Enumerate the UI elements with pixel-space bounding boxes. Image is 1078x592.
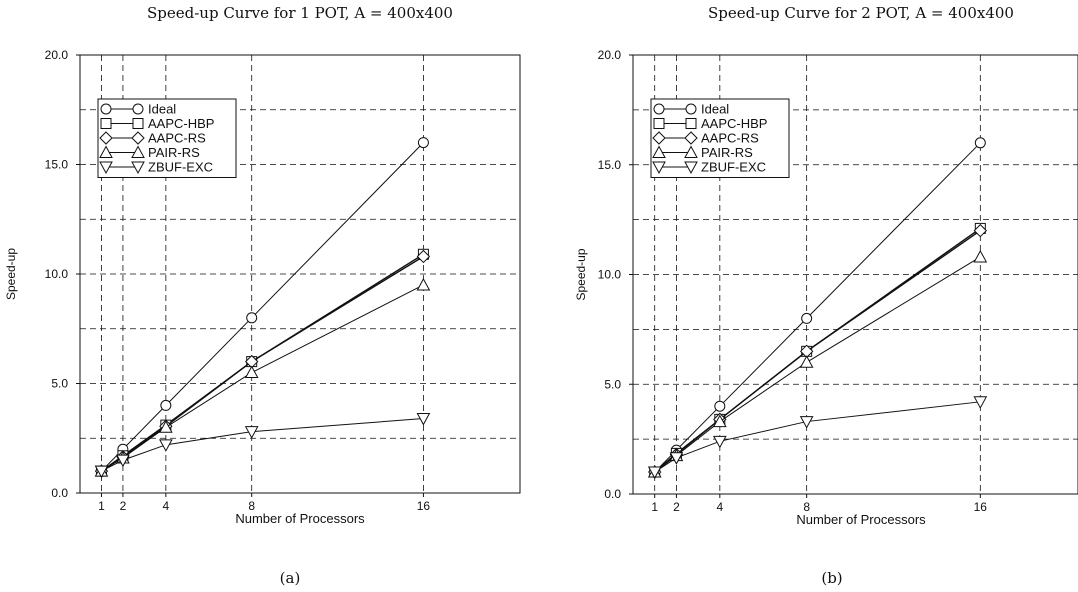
x-tick-label: 16 — [974, 500, 988, 514]
x-axis-label: Number of Processors — [796, 512, 926, 527]
legend-label: PAIR-RS — [701, 145, 753, 160]
legend-marker-right — [132, 103, 144, 115]
data-point-pair-rs — [416, 277, 431, 291]
data-point-zbuf-exc — [712, 435, 727, 449]
chart-panel-0: Speed-up Curve for 1 POT, A = 400x400 0.0… — [4, 4, 521, 587]
legend-marker-left — [653, 103, 665, 115]
legend-marker-left — [652, 161, 666, 175]
data-point-ideal — [714, 400, 726, 412]
x-axis-label: Number of Processors — [235, 511, 365, 526]
y-tick-label: 10.0 — [45, 267, 69, 281]
legend-marker-right — [684, 131, 698, 145]
data-point-ideal — [974, 137, 986, 149]
legend-label: AAPC-RS — [701, 131, 759, 146]
data-point-zbuf-exc — [669, 452, 684, 465]
legend-label: AAPC-HBP — [701, 116, 767, 131]
series-line-aapc-rs — [654, 230, 981, 473]
data-point-pair-rs — [159, 420, 173, 433]
data-point-zbuf-exc — [116, 454, 130, 468]
legend-label: Ideal — [701, 102, 729, 117]
x-tick-label: 8 — [248, 499, 255, 513]
data-point-zbuf-exc — [416, 413, 431, 426]
legend-marker-left — [99, 131, 113, 145]
series-line-pair-rs — [654, 256, 981, 473]
legend-marker-right — [131, 145, 145, 158]
data-point-ideal — [801, 312, 813, 324]
series-line-zbuf-exc — [654, 401, 981, 473]
data-point-ideal — [417, 137, 429, 149]
legend-marker-right — [131, 131, 145, 145]
x-tick-label: 8 — [803, 500, 810, 514]
y-tick-label: 0.0 — [604, 487, 621, 501]
x-tick-label: 2 — [120, 499, 127, 513]
figure-caption: (a) — [280, 569, 301, 587]
data-point-zbuf-exc — [159, 439, 173, 452]
legend-marker-right — [131, 161, 145, 175]
data-point-aapc-rs — [973, 223, 988, 238]
y-tick-label: 20.0 — [598, 48, 622, 62]
series-line-zbuf-exc — [101, 418, 424, 472]
y-tick-label: 5.0 — [604, 377, 621, 391]
series-line-pair-rs — [101, 284, 424, 472]
data-point-ideal — [160, 399, 172, 411]
y-tick-label: 20.0 — [45, 48, 69, 62]
x-tick-label: 16 — [417, 499, 431, 513]
legend-marker-right — [684, 161, 698, 175]
y-tick-label: 10.0 — [598, 268, 622, 282]
x-tick-label: 4 — [163, 499, 170, 513]
x-tick-label: 1 — [98, 499, 105, 513]
legend-marker-left — [99, 145, 113, 158]
y-tick-label: 15.0 — [45, 158, 69, 172]
legend-label: AAPC-HBP — [148, 116, 214, 131]
legend-marker-right — [684, 145, 698, 158]
y-axis-label: Speed-up — [574, 248, 588, 300]
legend-marker-left — [100, 118, 112, 129]
legend-marker-left — [99, 161, 113, 175]
legend-label: ZBUF-EXC — [701, 160, 766, 175]
series-line-ideal — [654, 142, 981, 473]
x-tick-label: 2 — [673, 500, 680, 514]
legend-marker-left — [652, 145, 666, 158]
data-point-pair-rs — [712, 414, 727, 428]
legend-label: Ideal — [148, 102, 176, 117]
legend-label: ZBUF-EXC — [148, 160, 213, 175]
chart-title: Speed-up Curve for 2 POT, A = 400x400 — [708, 4, 1014, 22]
y-tick-label: 5.0 — [51, 377, 68, 391]
legend-marker-right — [685, 118, 697, 129]
legend-marker-left — [653, 118, 665, 129]
x-tick-label: 4 — [716, 500, 723, 514]
y-axis-label: Speed-up — [4, 248, 18, 300]
data-point-zbuf-exc — [799, 416, 814, 429]
data-point-aapc-rs — [416, 249, 431, 264]
data-point-ideal — [246, 312, 258, 324]
data-point-zbuf-exc — [94, 465, 109, 479]
x-tick-label: 1 — [651, 500, 658, 514]
legend-marker-left — [100, 103, 112, 115]
legend-marker-left — [652, 131, 666, 145]
data-point-zbuf-exc — [973, 396, 988, 409]
data-point-pair-rs — [244, 365, 259, 379]
data-point-zbuf-exc — [647, 466, 662, 480]
legend-marker-right — [132, 118, 144, 129]
legend-marker-right — [685, 103, 697, 115]
y-tick-label: 15.0 — [598, 158, 622, 172]
chart-title: Speed-up Curve for 1 POT, A = 400x400 — [147, 4, 453, 22]
data-point-pair-rs — [799, 355, 814, 368]
figure-caption: (b) — [821, 569, 842, 587]
y-tick-label: 0.0 — [51, 486, 68, 500]
chart-panel-1: Speed-up Curve for 2 POT, A = 400x400 0.0… — [574, 4, 1078, 587]
data-point-zbuf-exc — [244, 426, 259, 439]
legend-label: PAIR-RS — [148, 145, 200, 160]
data-point-pair-rs — [973, 249, 988, 263]
legend-label: AAPC-RS — [148, 131, 206, 146]
